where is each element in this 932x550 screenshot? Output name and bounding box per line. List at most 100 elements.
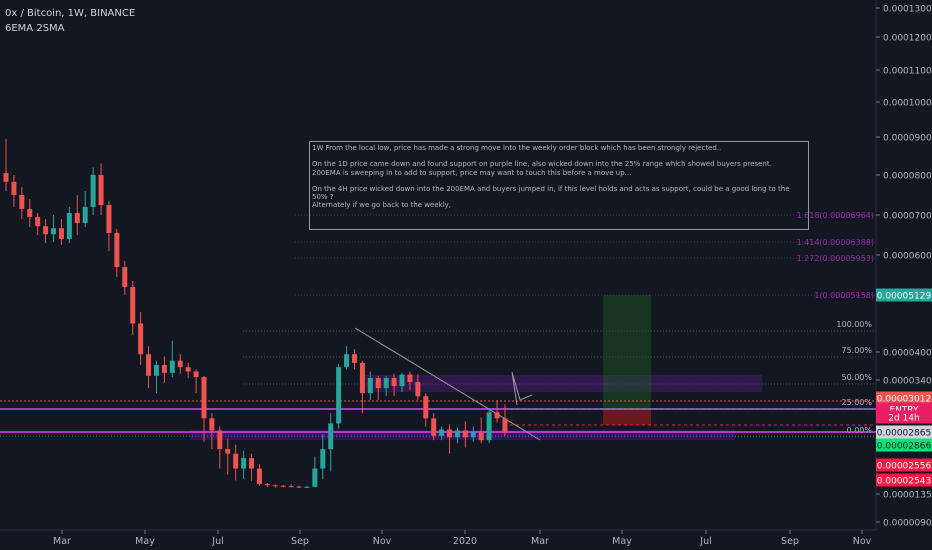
time-tick-label: May (135, 536, 155, 547)
fib-retracement-label: 50.00% (841, 373, 872, 382)
candle-body (336, 367, 342, 424)
candle (19, 187, 25, 219)
candle-body (399, 374, 405, 387)
candle (288, 484, 294, 488)
candle-body (161, 365, 167, 373)
fib-extension-label: 1.414(0.00006388) (797, 238, 875, 247)
candle-body (383, 378, 389, 389)
price-tick-label: 0.00011000 (883, 67, 932, 77)
price-badge-label: 0.00002543 (877, 477, 931, 487)
candle-body (391, 378, 397, 387)
candle (58, 219, 64, 245)
price-badge-label: 0.00005129 (877, 292, 932, 302)
candle-body (233, 453, 239, 469)
price-tick-label: 0.00001350 (883, 491, 932, 501)
candle-body (256, 468, 262, 485)
price-tick-label: 0.00007000 (883, 212, 932, 222)
candle-body (320, 449, 326, 469)
candle-body (51, 228, 57, 235)
candle-body (272, 485, 278, 487)
candle-body (193, 371, 199, 378)
indicator-legend: 6EMA 2SMA (5, 23, 65, 34)
candle (383, 375, 389, 397)
candle-body (486, 412, 492, 441)
candle (98, 163, 104, 215)
price-badge: 0.00002543 (876, 473, 932, 487)
candle (209, 413, 215, 450)
note-paragraph-3: On the 4H price wicked down into the 200… (312, 184, 790, 210)
price-tick-label: 0.00000900 (883, 519, 932, 529)
candle-body (296, 486, 302, 488)
candle (486, 408, 492, 444)
candle-body (146, 354, 152, 376)
time-tick-label: Nov (373, 536, 392, 547)
projection-path (511, 371, 533, 406)
candle (27, 199, 33, 227)
candle-body (74, 213, 80, 223)
price-badge-label: 0.00002556 (877, 462, 932, 472)
candle (217, 426, 223, 469)
candle (51, 215, 57, 243)
candle-body (312, 468, 318, 487)
candle-body (11, 181, 17, 195)
time-tick-label: Nov (853, 536, 872, 547)
candle (3, 138, 9, 191)
symbol-title: 0x / Bitcoin, 1W, BINANCE (5, 8, 136, 19)
candle (478, 417, 484, 444)
weekly-order-block (360, 375, 762, 392)
candle (328, 413, 334, 472)
position-target-zone (603, 295, 651, 410)
candle (11, 175, 17, 207)
candle-body (351, 354, 357, 363)
fib-retracement-label: 100.00% (836, 320, 872, 329)
candle (138, 312, 144, 365)
candle (272, 484, 278, 488)
candle-body (375, 378, 381, 389)
candle-body (225, 449, 231, 454)
candle (177, 354, 183, 374)
candle (296, 485, 302, 489)
price-tick-label: 0.00013000 (883, 5, 932, 15)
time-tick-label: May (612, 536, 632, 547)
candle (439, 426, 445, 441)
candle (470, 426, 476, 442)
price-badge: 0.00002866 (876, 438, 932, 452)
candle (82, 191, 88, 227)
fib-retracement-label: 75.00% (841, 346, 872, 355)
candle (43, 219, 49, 243)
candle (423, 393, 429, 427)
candle-body (58, 228, 64, 239)
candle-body (177, 360, 183, 368)
candle (399, 372, 405, 393)
candle-body (114, 233, 120, 267)
fib-extension-label: 1.272(0.00005953) (797, 254, 875, 263)
candle (462, 421, 468, 448)
time-tick-label: Sep (291, 536, 309, 547)
candle (336, 364, 342, 429)
price-badge-label: 0.00003012 (877, 395, 931, 405)
candle-body (27, 209, 33, 217)
candle-body (462, 430, 468, 438)
candle (344, 346, 350, 370)
candle-body (106, 205, 112, 233)
analysis-note[interactable]: 1W From the local low, price has made a … (309, 141, 809, 230)
candle (153, 360, 159, 394)
candle-body (90, 175, 96, 207)
price-tick-label: 0.00004000 (883, 349, 932, 359)
price-tick-label: 0.00009000 (883, 134, 932, 144)
candle (161, 356, 167, 384)
candle-body (130, 287, 136, 324)
candle (106, 201, 112, 251)
candle-body (304, 486, 310, 488)
candle (193, 369, 199, 394)
candle (256, 464, 262, 486)
time-tick-label: Mar (53, 536, 71, 547)
price-badge-label: 2d 14h (888, 414, 919, 424)
candle-body (447, 429, 453, 438)
candle (130, 281, 136, 335)
candle-body (478, 432, 484, 441)
candle-body (185, 367, 191, 372)
candle (225, 438, 231, 475)
